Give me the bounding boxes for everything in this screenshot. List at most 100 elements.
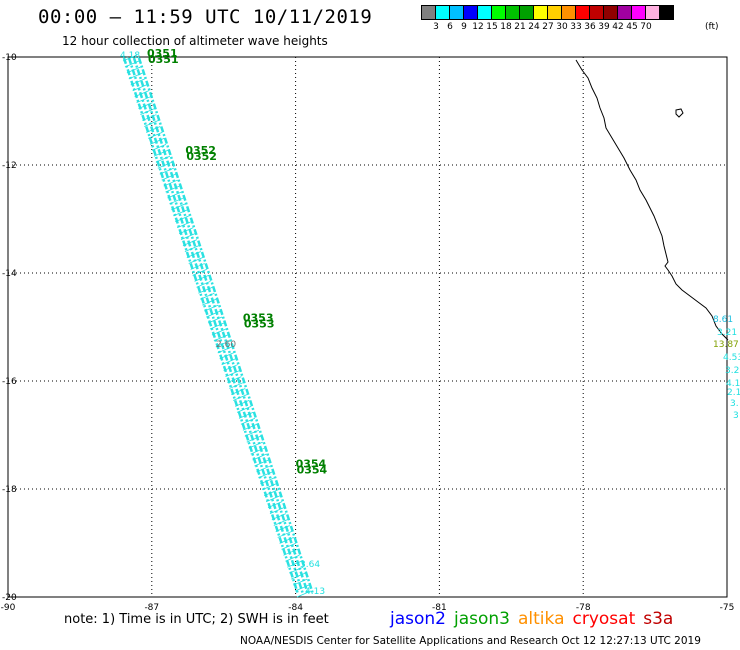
y-tick-label: -18 (2, 485, 17, 495)
track-value-label: 2.60 (216, 340, 236, 350)
coast-value-label: 3.2 (725, 366, 739, 376)
track-value-glyph (265, 495, 281, 503)
track-value-glyph (219, 352, 234, 360)
track-value-glyph (140, 108, 155, 115)
footer-credit: NOAA/NESDIS Center for Satellite Applica… (240, 635, 701, 647)
pass-label: 0354 (296, 457, 327, 470)
legend-altika: altika (518, 609, 565, 629)
colorbar-label: 3 (433, 22, 439, 32)
coast-value-label: 4.1 (726, 379, 740, 389)
track-value-glyph (165, 185, 180, 193)
altimeter-track (137, 57, 315, 595)
track-value-glyph (246, 435, 261, 443)
pass-label: 0353 (243, 312, 274, 325)
pass-label: 0354 (297, 463, 328, 476)
track-value-glyph (227, 376, 242, 383)
track-value-glyph (136, 96, 151, 104)
y-tick-label: -14 (2, 269, 17, 279)
y-tick-label: -16 (2, 377, 17, 387)
track-value-glyph (238, 411, 254, 419)
track-value-glyph (291, 572, 306, 580)
track-value-glyph (151, 143, 167, 151)
y-tick-label: -10 (2, 53, 17, 63)
track-value-glyph (258, 471, 273, 479)
track-value-glyph (202, 298, 217, 306)
map-frame (7, 56, 728, 598)
track-value-glyph (155, 155, 171, 163)
track-value-glyph (144, 120, 159, 127)
colorbar-label: 18 (500, 22, 512, 32)
track-value-glyph (263, 489, 279, 497)
track-value-glyph (196, 280, 211, 288)
island-outline (675, 108, 684, 118)
track-value-glyph (283, 548, 298, 556)
colorbar-label: 24 (528, 22, 540, 32)
track-value-glyph (275, 525, 290, 532)
colorbar-label: 45 (626, 22, 638, 32)
track-value-glyph (182, 239, 198, 246)
colorbar-label: 39 (598, 22, 610, 32)
colorbar-units: (ft) (705, 22, 719, 32)
track-value-glyph (190, 263, 205, 270)
track-value-glyph (209, 322, 225, 330)
track-value-glyph (215, 340, 230, 348)
track-value-glyph (289, 566, 304, 574)
track-value-glyph (271, 513, 287, 520)
track-value-glyph (244, 429, 259, 437)
track-value-glyph (122, 54, 138, 62)
track-value-glyph (149, 138, 165, 145)
track-value-glyph (225, 370, 240, 378)
track-value-glyph (132, 84, 147, 92)
track-value-glyph (194, 274, 209, 282)
track-value-glyph (128, 72, 143, 80)
coast-value-label: 8.61 (713, 315, 733, 325)
coast-value-label: 4.53 (723, 353, 740, 363)
track-value-glyph (267, 501, 283, 509)
track-value-glyph (281, 542, 296, 550)
track-value-glyph (262, 483, 277, 491)
track-value-glyph (126, 66, 142, 74)
track-value-glyph (294, 584, 310, 592)
track-value-glyph (188, 257, 203, 264)
track-value-glyph (231, 388, 246, 395)
track-value-glyph (175, 215, 190, 223)
legend-jason2: jason2 (390, 609, 446, 629)
track-value-glyph (292, 578, 308, 586)
legend-cryosat: cryosat (572, 609, 636, 629)
x-tick-label: -84 (288, 603, 303, 613)
altimeter-track (132, 57, 310, 595)
satellite-legend: jason2 jason3 altika cryosat s3a (390, 609, 681, 629)
track-value-glyph (233, 394, 248, 401)
track-value-glyph (138, 102, 153, 110)
track-value-glyph (184, 245, 200, 252)
x-tick-label: -78 (576, 603, 591, 613)
colorbar-label: 27 (542, 22, 554, 32)
coast-value-label: 3.21 (717, 328, 737, 338)
track-value-glyph (260, 477, 275, 485)
legend-s3a: s3a (643, 609, 674, 629)
track-value-glyph (256, 465, 271, 473)
track-value-glyph (186, 251, 201, 258)
track-value-glyph (296, 590, 312, 598)
track-value-glyph (180, 233, 196, 241)
track-value-glyph (254, 459, 269, 467)
pass-label: 0352 (185, 144, 216, 157)
track-value-glyph (277, 531, 292, 538)
track-value-glyph (205, 310, 221, 318)
colorbar-label: 42 (612, 22, 624, 32)
colorbar-label: 15 (486, 22, 498, 32)
track-value-glyph (236, 406, 252, 413)
track-value-glyph (273, 519, 288, 526)
page-title: 00:00 – 11:59 UTC 10/11/2019 (38, 6, 373, 28)
pass-label: 0352 (186, 150, 217, 163)
track-value-label: 4.13 (305, 587, 325, 597)
track-value-glyph (153, 149, 169, 157)
track-value-glyph (279, 537, 294, 544)
track-value-glyph (176, 221, 192, 229)
track-value-glyph (207, 316, 223, 324)
track-value-glyph (163, 179, 178, 187)
coast-value-label: 3 (733, 411, 739, 421)
x-tick-label: -75 (720, 603, 735, 613)
track-value-glyph (171, 203, 186, 211)
